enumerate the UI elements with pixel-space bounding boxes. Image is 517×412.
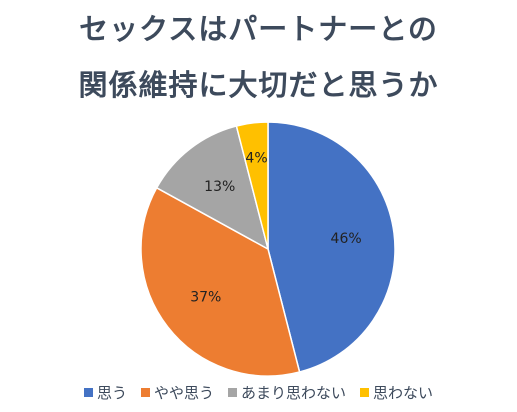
pie-slice-amari-omowanai <box>155 125 270 251</box>
chart-title-line-2: 関係維持に大切だと思うか <box>78 68 439 102</box>
data-label-omou: 46% <box>331 231 362 247</box>
pie-slice-omou <box>267 121 396 373</box>
data-label-omowanai: 4% <box>245 150 267 166</box>
pie-slice-omowanai <box>235 121 269 250</box>
chart-title-line-1: セックスはパートナーとの <box>79 12 438 46</box>
legend-label: 思わない <box>373 383 434 402</box>
legend-swatch <box>83 387 93 397</box>
legend-label: あまり思わない <box>241 383 347 402</box>
data-label-amari-omowanai: 13% <box>204 179 235 195</box>
legend-label: やや思う <box>153 383 214 402</box>
legend-swatch <box>140 387 150 397</box>
data-label-yaya-omou: 37% <box>190 289 221 305</box>
legend-item-yaya-omou: やや思う <box>140 382 214 403</box>
legend-item-omowanai: 思わない <box>360 382 433 403</box>
legend-swatch <box>360 387 370 397</box>
legend-item-amari-omowanai: あまり思わない <box>228 382 346 403</box>
legend-swatch <box>228 387 237 397</box>
legend: 思う やや思う あまり思わない 思わない <box>0 381 517 403</box>
legend-item-omou: 思う <box>83 382 127 403</box>
pie-slice-yaya-omou <box>140 186 301 377</box>
legend-label: 思う <box>96 383 127 402</box>
